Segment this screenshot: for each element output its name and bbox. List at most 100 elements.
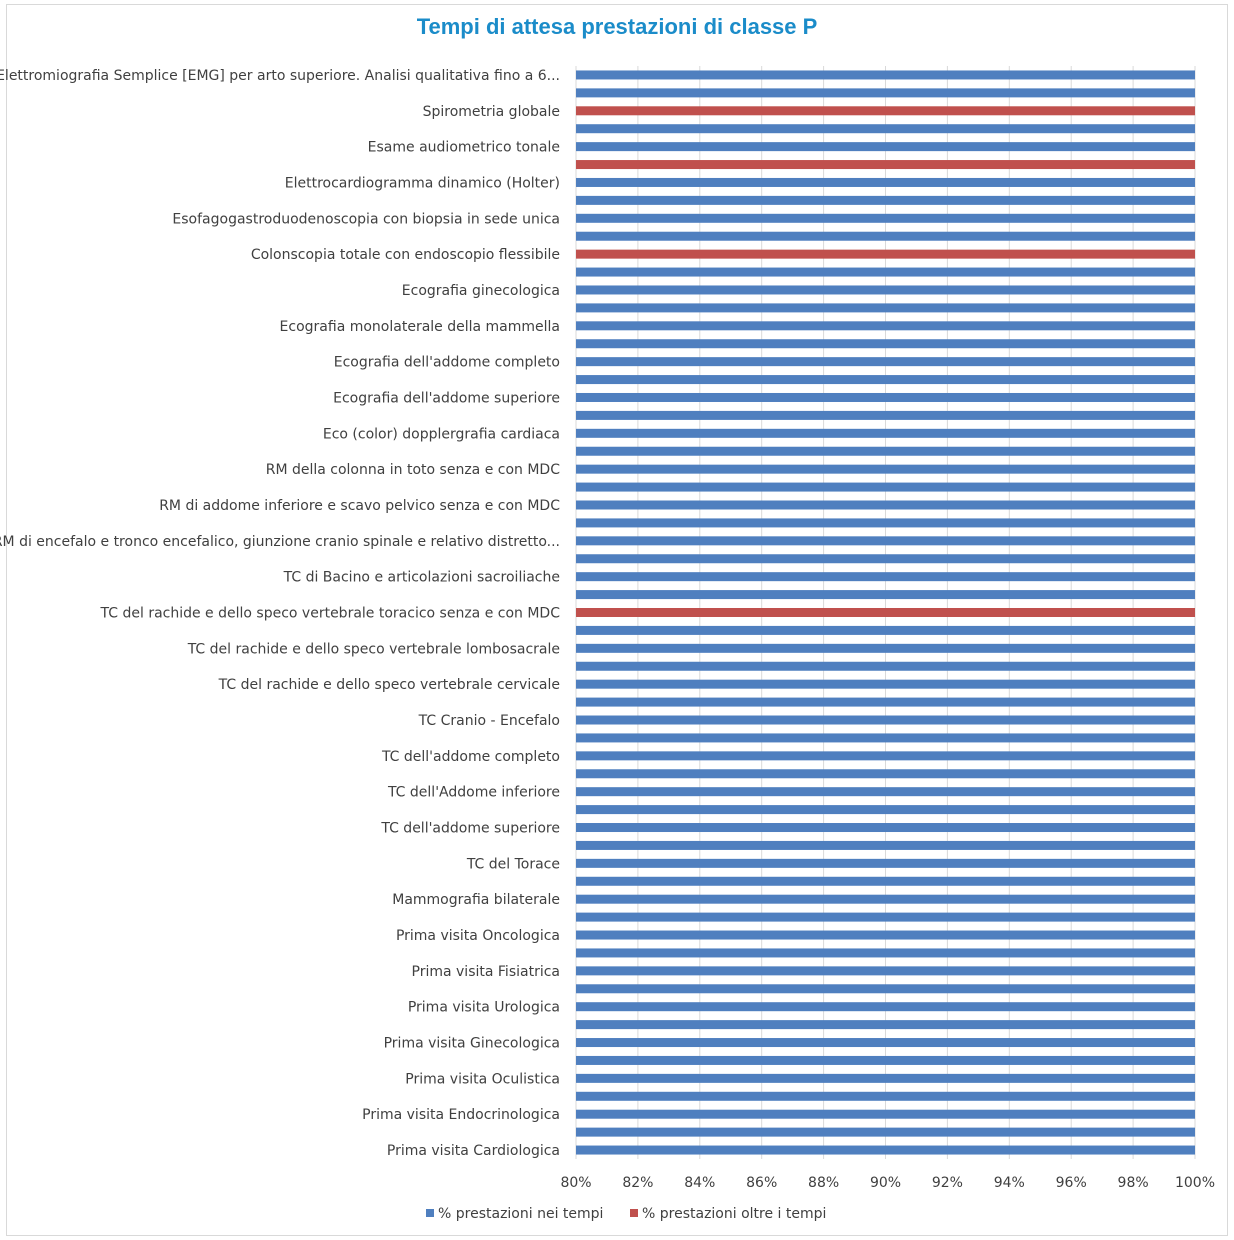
bar-nei-tempi xyxy=(576,572,1195,582)
x-axis-tick-labels: 80% 82% 84% 86% 88% 90% 92% 94% 96% 98% 100% xyxy=(560,1175,1215,1191)
category-label: Ecografia dell'addome completo xyxy=(334,355,560,371)
bar-nei-tempi xyxy=(576,930,1195,940)
bar-nei-tempi xyxy=(576,500,1195,510)
bar-nei-tempi xyxy=(576,195,1195,205)
bar-nei-tempi xyxy=(576,321,1195,331)
bar-nei-tempi xyxy=(576,1002,1195,1012)
bar-nei-tempi xyxy=(576,392,1195,402)
x-tick-label: 90% xyxy=(870,1175,901,1191)
bar-nei-tempi xyxy=(576,679,1195,689)
category-label: Eco (color) dopplergrafia cardiaca xyxy=(323,426,560,442)
x-tick-label: 88% xyxy=(808,1175,839,1191)
category-label: Elettrocardiogramma dinamico (Holter) xyxy=(285,175,560,191)
x-tick-label: 84% xyxy=(684,1175,715,1191)
bar-nei-tempi xyxy=(576,357,1195,367)
bar-nei-tempi xyxy=(576,1145,1195,1155)
x-tick-label: 86% xyxy=(746,1175,777,1191)
bar-nei-tempi xyxy=(576,518,1195,528)
legend-label-nei-tempi: % prestazioni nei tempi xyxy=(438,1206,603,1222)
category-label: Prima visita Fisiatrica xyxy=(412,964,560,980)
category-label: TC del rachide e dello speco vertebrale … xyxy=(100,606,561,622)
bar-nei-tempi xyxy=(576,482,1195,492)
category-label: RM di addome inferiore e scavo pelvico s… xyxy=(159,498,560,514)
category-label: RM della colonna in toto senza e con MDC xyxy=(266,462,560,478)
bar-oltre-tempi xyxy=(576,106,1195,116)
category-label: Ecografia monolaterale della mammella xyxy=(280,319,560,335)
category-label: Ecografia dell'addome superiore xyxy=(333,390,560,406)
bar-oltre-tempi xyxy=(576,160,1195,170)
category-label: TC del rachide e dello speco vertebrale … xyxy=(187,641,560,657)
category-label: Prima visita Cardiologica xyxy=(387,1143,560,1159)
category-label: Esame audiometrico tonale xyxy=(368,140,560,156)
category-label: Prima visita Endocrinologica xyxy=(362,1107,560,1123)
bar-nei-tempi xyxy=(576,1020,1195,1030)
bar-nei-tempi xyxy=(576,375,1195,385)
bar-nei-tempi xyxy=(576,88,1195,98)
bar-nei-tempi xyxy=(576,787,1195,797)
x-tick-label: 92% xyxy=(932,1175,963,1191)
bar-nei-tempi xyxy=(576,536,1195,546)
bar-nei-tempi xyxy=(576,697,1195,707)
bar-nei-tempi xyxy=(576,661,1195,671)
legend-label-oltre-tempi: % prestazioni oltre i tempi xyxy=(642,1206,826,1222)
bar-nei-tempi xyxy=(576,894,1195,904)
category-label: Ecografia ginecologica xyxy=(402,283,560,299)
category-label: Esofagogastroduodenoscopia con biopsia i… xyxy=(172,211,560,227)
bar-nei-tempi xyxy=(576,912,1195,922)
category-label: Colonscopia totale con endoscopio flessi… xyxy=(251,247,560,263)
category-label: Prima visita Oculistica xyxy=(405,1071,560,1087)
bar-nei-tempi xyxy=(576,805,1195,815)
legend: % prestazioni nei tempi % prestazioni olt… xyxy=(426,1206,826,1222)
category-label: Prima visita Oncologica xyxy=(396,928,560,944)
category-label: TC del rachide e dello speco vertebrale … xyxy=(218,677,560,693)
bar-nei-tempi xyxy=(576,464,1195,474)
chart-title: Tempi di attesa prestazioni di classe P xyxy=(416,14,818,39)
bar-nei-tempi xyxy=(576,625,1195,635)
bar-nei-tempi xyxy=(576,948,1195,958)
category-label: TC dell'addome superiore xyxy=(380,821,560,837)
x-tick-label: 96% xyxy=(1056,1175,1087,1191)
bar-nei-tempi xyxy=(576,1127,1195,1137)
bar-nei-tempi xyxy=(576,643,1195,653)
bar-nei-tempi xyxy=(576,1038,1195,1048)
x-tick-label: 98% xyxy=(1118,1175,1149,1191)
bar-nei-tempi xyxy=(576,858,1195,868)
x-tick-label: 80% xyxy=(560,1175,591,1191)
bar-nei-tempi xyxy=(576,1055,1195,1065)
bar-nei-tempi xyxy=(576,339,1195,349)
bar-nei-tempi xyxy=(576,1091,1195,1101)
bar-nei-tempi xyxy=(576,769,1195,779)
bar-nei-tempi xyxy=(576,177,1195,187)
category-label: Mammografia bilaterale xyxy=(392,892,560,908)
bar-oltre-tempi xyxy=(576,249,1195,259)
bar-nei-tempi xyxy=(576,590,1195,600)
category-label: RM di encefalo e tronco encefalico, giun… xyxy=(0,534,560,550)
bar-nei-tempi xyxy=(576,213,1195,223)
bar-nei-tempi xyxy=(576,823,1195,833)
bar-nei-tempi xyxy=(576,124,1195,134)
category-labels: Elettromiografia Semplice [EMG] per arto… xyxy=(0,68,560,1159)
category-label: TC di Bacino e articolazioni sacroiliach… xyxy=(283,570,560,586)
bar-nei-tempi xyxy=(576,267,1195,277)
bar-nei-tempi xyxy=(576,966,1195,976)
bar-nei-tempi xyxy=(576,554,1195,564)
x-tick-label: 82% xyxy=(622,1175,653,1191)
bar-nei-tempi xyxy=(576,446,1195,456)
bar-nei-tempi xyxy=(576,751,1195,761)
bar-nei-tempi xyxy=(576,70,1195,80)
category-label: Spirometria globale xyxy=(423,104,560,120)
bars xyxy=(576,70,1195,1155)
legend-swatch-nei-tempi xyxy=(426,1209,434,1217)
bar-nei-tempi xyxy=(576,840,1195,850)
bar-nei-tempi xyxy=(576,876,1195,886)
x-tick-label: 94% xyxy=(994,1175,1025,1191)
category-label: TC dell'Addome inferiore xyxy=(387,785,560,801)
bar-nei-tempi xyxy=(576,1073,1195,1083)
bar-nei-tempi xyxy=(576,1109,1195,1119)
x-tick-label: 100% xyxy=(1175,1175,1215,1191)
chart-frame xyxy=(6,4,1228,1236)
bar-nei-tempi xyxy=(576,428,1195,438)
bar-nei-tempi xyxy=(576,410,1195,420)
category-label: Elettromiografia Semplice [EMG] per arto… xyxy=(0,68,560,84)
